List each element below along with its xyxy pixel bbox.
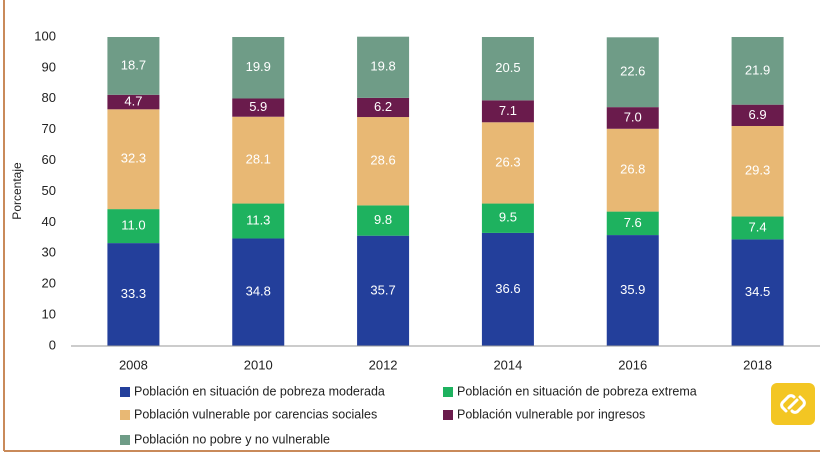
legend-swatch [443,387,453,397]
data-label: 18.7 [121,57,146,72]
bar-segment [232,238,285,346]
bar-segment [357,117,410,206]
bar-segment [232,116,285,204]
data-label: 7.1 [499,103,517,118]
y-tick-label: 90 [42,59,56,74]
data-label: 19.9 [246,59,271,74]
y-tick-label: 10 [42,307,56,322]
data-label: 6.9 [749,107,767,122]
x-tick-label: 2018 [743,357,772,372]
data-label: 34.5 [745,284,770,299]
legend-label: Población vulnerable por carencias socia… [134,407,377,421]
bar-segment [731,104,784,126]
data-label: 7.0 [624,109,642,124]
y-tick-label: 60 [42,152,56,167]
data-label: 22.6 [620,64,645,79]
bar-segment [107,243,160,346]
data-label: 34.8 [246,284,271,299]
bar-segment [481,100,534,123]
data-label: 28.6 [370,153,395,168]
data-label: 6.2 [374,99,392,114]
data-label: 28.1 [246,152,271,167]
y-tick-label: 20 [42,276,56,291]
data-label: 26.3 [495,154,520,169]
legend-swatch [120,410,130,420]
bar-segment [606,211,659,236]
y-tick-label: 80 [42,90,56,105]
bar-segment [107,109,160,210]
data-label: 5.9 [249,99,267,114]
bar-segment [481,37,534,101]
bar-segment [107,209,160,244]
y-tick-label: 40 [42,214,56,229]
data-label: 35.7 [370,282,395,297]
bar-segment [606,128,659,212]
data-label: 7.6 [624,215,642,230]
data-label: 29.3 [745,163,770,178]
legend-label: Población en situación de pobreza modera… [134,384,385,398]
legend-label: Población no pobre y no vulnerable [134,432,330,446]
bar-segment [731,239,784,346]
x-tick-label: 2014 [493,357,522,372]
y-tick-label: 0 [49,337,56,352]
data-label: 19.8 [370,59,395,74]
bar-segment [357,36,410,98]
bar-segment [232,98,285,117]
x-tick-label: 2008 [119,357,148,372]
bar-segment [357,235,410,346]
x-tick-label: 2016 [618,357,647,372]
y-tick-label: 100 [34,28,56,43]
bar-segment [357,97,410,118]
bar-segment [606,37,659,108]
legend-label: Población en situación de pobreza extrem… [457,384,697,398]
y-tick-label: 50 [42,183,56,198]
data-label: 9.5 [499,210,517,225]
data-label: 33.3 [121,286,146,301]
data-label: 11.3 [246,212,270,227]
data-label: 21.9 [745,62,770,77]
bar-segment [481,232,534,346]
data-label: 9.8 [374,212,392,227]
data-label: 35.9 [620,282,645,297]
legend-label: Población vulnerable por ingresos [457,407,645,421]
y-tick-label: 30 [42,245,56,260]
bar-segment [357,205,410,236]
x-tick-label: 2010 [244,357,273,372]
legend-swatch [120,387,130,397]
bar-segment [606,235,659,346]
y-tick-label: 70 [42,121,56,136]
bar-segment [731,216,784,240]
bar-segment [232,203,285,239]
data-label: 11.0 [121,218,145,233]
data-label: 7.4 [749,219,767,234]
bar-segment [606,107,659,129]
bar-segment [232,37,285,99]
legend-swatch [443,410,453,420]
bar-segment [731,125,784,217]
x-tick-label: 2012 [369,357,398,372]
data-label: 32.3 [121,151,146,166]
data-label: 20.5 [495,60,520,75]
bar-segment [107,37,160,95]
y-axis-label: Porcentaje [10,162,24,220]
bar-segment [481,203,534,233]
data-label: 26.8 [620,162,645,177]
bar-segment [731,37,784,105]
bar-segment [481,122,534,204]
bar-segment [107,94,160,110]
data-label: 4.7 [124,93,142,108]
data-label: 36.6 [495,281,520,296]
legend-swatch [120,435,130,445]
link-icon[interactable] [771,383,815,425]
